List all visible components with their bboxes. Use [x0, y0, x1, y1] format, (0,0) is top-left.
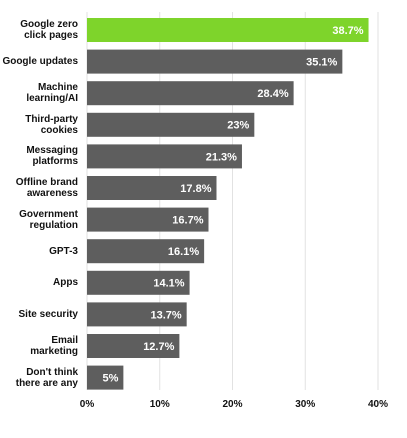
x-tick-label: 10%: [150, 399, 170, 410]
value-label: 13.7%: [150, 309, 181, 321]
bar: [87, 365, 124, 390]
y-tick-label: Google updates: [2, 56, 78, 68]
bar: [87, 112, 255, 137]
value-label: 38.7%: [332, 25, 363, 37]
x-tick-label: 40%: [368, 399, 388, 410]
y-tick-label: GPT-3: [49, 245, 78, 257]
y-tick-label: Don't think there are any: [15, 366, 78, 389]
y-tick-label: Machine learning/AI: [26, 82, 78, 105]
value-label: 16.7%: [172, 215, 203, 227]
bar: [87, 144, 242, 169]
value-label: 17.8%: [180, 183, 211, 195]
value-label: 35.1%: [306, 57, 337, 69]
y-tick-label: Messaging platforms: [26, 145, 78, 168]
bar: [87, 270, 190, 295]
value-label: 5%: [102, 373, 118, 385]
x-tick-label: 0%: [80, 399, 95, 410]
y-tick-label: Third-party cookies: [25, 113, 78, 136]
y-tick-label: Apps: [53, 277, 78, 289]
y-tick-label: Google zero click pages: [20, 19, 78, 41]
bar: [87, 18, 369, 42]
value-label: 23%: [227, 120, 249, 132]
value-label: 14.1%: [153, 278, 184, 290]
value-label: 12.7%: [143, 341, 174, 353]
y-tick-label: Site security: [18, 308, 78, 320]
bar: [87, 334, 180, 358]
y-tick-label: Offline brand awareness: [15, 177, 78, 199]
bar: [87, 207, 209, 232]
value-label: 16.1%: [168, 246, 199, 258]
bar: [87, 176, 217, 200]
x-tick-label: 30%: [295, 399, 315, 410]
x-tick-label: 20%: [222, 399, 242, 410]
bar: [87, 239, 205, 264]
y-tick-label: Government regulation: [19, 208, 78, 231]
value-label: 21.3%: [206, 151, 237, 163]
bar: [87, 302, 187, 327]
value-label: 28.4%: [257, 88, 288, 100]
bar: [87, 49, 343, 74]
bar: [87, 81, 294, 106]
y-tick-label: Email marketing: [30, 335, 78, 357]
